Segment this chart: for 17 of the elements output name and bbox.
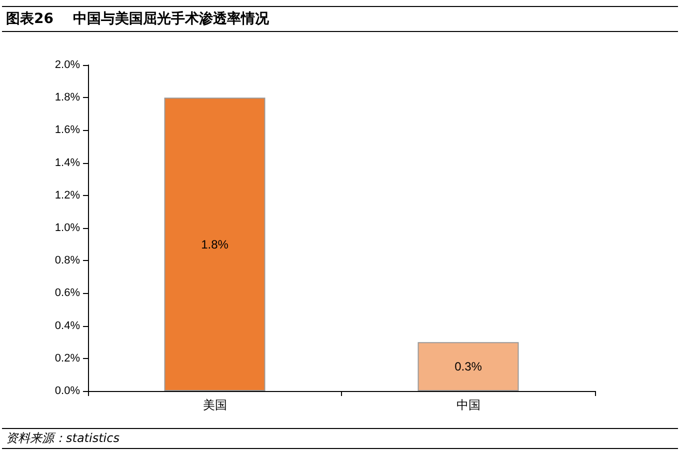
y-tick-label: 0.6%	[54, 287, 80, 300]
y-tick-label: 1.0%	[54, 222, 80, 234]
x-tick-label: 美国	[202, 398, 227, 412]
y-tick-label: 1.2%	[54, 189, 80, 202]
data-label: 0.3%	[454, 360, 482, 374]
chart-title: 图表26 中国与美国屈光手术渗透率情况	[2, 6, 678, 32]
y-tick-label: 1.6%	[54, 124, 80, 136]
y-tick-label: 1.8%	[54, 92, 80, 104]
y-tick-label: 0.4%	[54, 320, 80, 332]
y-tick-label: 2.0%	[54, 59, 80, 71]
text: 资料来源：statistics	[2, 428, 678, 449]
y-tick-label: 1.4%	[54, 156, 80, 169]
data-label: 1.8%	[201, 237, 229, 252]
y-tick-label: 0.2%	[54, 352, 80, 364]
y-tick-label: 0.0%	[54, 385, 80, 397]
y-tick-label: 0.8%	[54, 254, 80, 267]
x-tick-label: 中国	[456, 398, 480, 412]
